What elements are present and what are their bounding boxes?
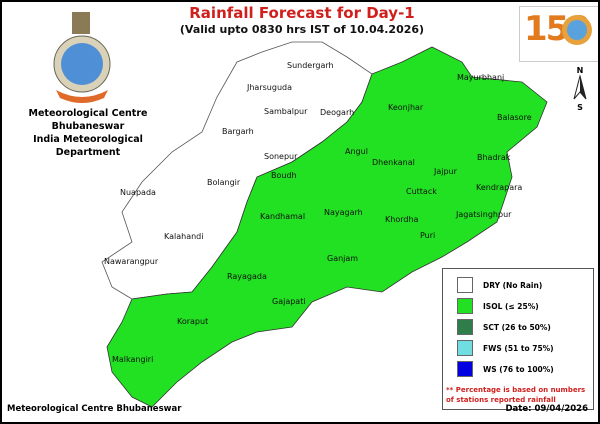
district-label-nayagarh: Nayagarh <box>324 208 363 217</box>
district-label-bhadrak: Bhadrak <box>477 153 511 162</box>
district-label-gajapati: Gajapati <box>272 297 306 306</box>
district-label-ganjam: Ganjam <box>327 254 358 263</box>
district-label-mayurbhanj: Mayurbhanj <box>457 73 504 82</box>
district-label-cuttack: Cuttack <box>406 187 437 196</box>
district-label-sonepur: Sonepur <box>264 152 298 161</box>
150-years-logo: 150 <box>519 6 598 62</box>
district-label-nuapada: Nuapada <box>120 188 156 197</box>
district-label-bolangir: Bolangir <box>207 178 241 187</box>
district-label-malkangiri: Malkangiri <box>112 355 153 364</box>
legend-ws: WS (76 to 100%) <box>457 361 554 377</box>
district-label-boudh: Boudh <box>271 171 297 180</box>
imd-emblem-logo <box>53 12 111 103</box>
org-line1: Meteorological Centre Bhubaneswar <box>28 108 148 132</box>
district-label-angul: Angul <box>345 147 368 156</box>
map-subtitle: (Valid upto 0830 hrs IST of 10.04.2026) <box>179 23 425 36</box>
district-label-jharsuguda: Jharsuguda <box>246 83 292 92</box>
organization-name: Meteorological Centre Bhubaneswar India … <box>8 107 168 159</box>
footer-org: Meteorological Centre Bhubaneswar <box>7 404 182 414</box>
district-label-balasore: Balasore <box>497 113 532 122</box>
district-label-kandhamal: Kandhamal <box>260 212 305 221</box>
district-label-kalahandi: Kalahandi <box>164 232 203 241</box>
district-label-bargarh: Bargarh <box>222 127 254 136</box>
district-label-deogarh: Deogarh <box>320 108 354 117</box>
legend-fws: FWS (51 to 75%) <box>457 340 554 356</box>
district-label-jajpur: Jajpur <box>433 167 458 176</box>
district-label-keonjhar: Keonjhar <box>388 103 424 112</box>
district-label-sundergarh: Sundergarh <box>287 61 334 70</box>
legend-dry: DRY (No Rain) <box>457 277 542 293</box>
district-label-dhenkanal: Dhenkanal <box>372 158 415 167</box>
district-label-koraput: Koraput <box>177 317 208 326</box>
isol-region <box>106 46 548 408</box>
legend: DRY (No Rain) ISOL (≤ 25%) SCT (26 to 50… <box>442 268 594 410</box>
north-arrow-icon <box>573 74 587 100</box>
map-title: Rainfall Forecast for Day-1 <box>189 4 415 22</box>
district-label-jagatsinghpur: Jagatsinghpur <box>455 210 512 219</box>
legend-isol: ISOL (≤ 25%) <box>457 298 539 314</box>
issue-date: Date: 09/04/2026 <box>505 404 588 414</box>
district-label-puri: Puri <box>420 231 435 240</box>
org-line2: India Meteorological Department <box>33 134 143 158</box>
north-arrow: N S <box>568 66 592 112</box>
district-label-nawarangpur: Nawarangpur <box>104 257 159 266</box>
district-label-sambalpur: Sambalpur <box>264 107 308 116</box>
legend-note: ** Percentage is based on numbers of sta… <box>446 386 586 404</box>
legend-sct: SCT (26 to 50%) <box>457 319 551 335</box>
district-label-kendrapara: Kendrapara <box>476 183 522 192</box>
district-label-rayagada: Rayagada <box>227 272 267 281</box>
district-label-khordha: Khordha <box>385 215 419 224</box>
